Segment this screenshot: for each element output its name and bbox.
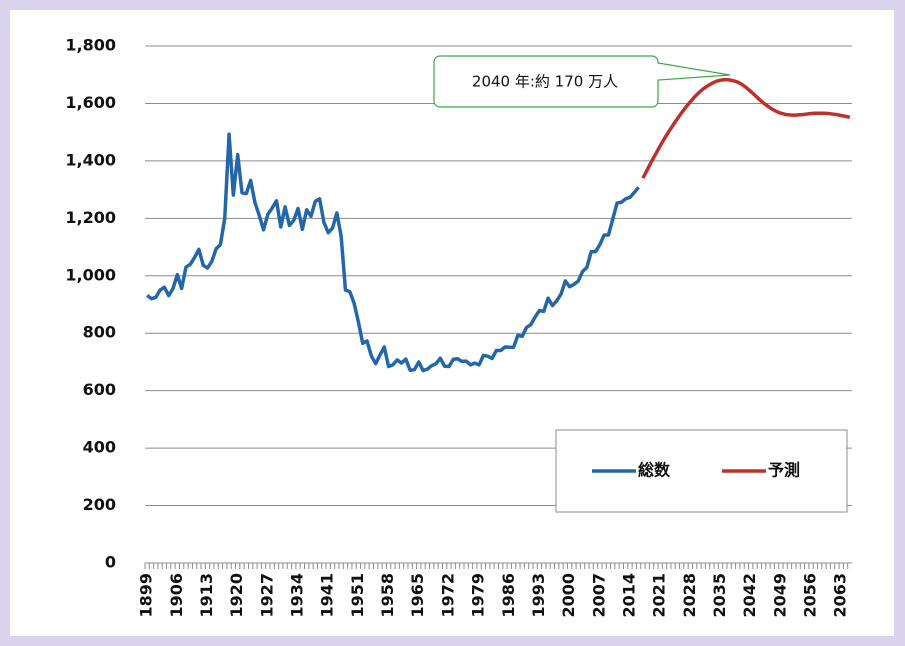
x-tick-label: 1951 [348,573,367,618]
y-tick-label: 1,600 [65,93,116,112]
x-tick-label: 1965 [408,573,427,618]
x-tick-label: 2063 [831,573,850,618]
x-tick-label: 1899 [137,573,156,618]
x-tick-label: 1972 [438,573,457,618]
x-tick-label: 1993 [529,573,548,618]
x-tick-label: 1920 [227,573,246,618]
legend-label: 総数 [638,461,671,480]
y-tick-label: 400 [83,438,116,457]
y-tick-label: 0 [105,553,116,572]
x-tick-label: 1979 [469,573,488,618]
x-tick-label: 2028 [680,573,699,618]
x-tick-label: 2014 [619,573,638,618]
panel [10,10,894,636]
x-tick-label: 1941 [318,573,337,618]
x-tick-label: 1986 [499,573,518,618]
x-tick-label: 1906 [167,573,186,618]
x-tick-label: 2007 [589,573,608,618]
annotation: 2040 年:約 170 万人 [472,73,618,91]
y-tick-label: 1,200 [65,208,116,227]
x-tick-label: 1958 [378,573,397,618]
x-tick-label: 2042 [740,573,759,618]
x-tick-label: 2000 [559,573,578,618]
x-tick-label: 2056 [801,573,820,618]
y-tick-label: 200 [83,495,116,514]
y-tick-label: 1,400 [65,150,116,169]
y-tick-label: 800 [83,323,116,342]
x-tick-label: 2021 [650,573,669,618]
x-tick-label: 1934 [288,573,307,618]
callout [433,55,731,108]
x-tick-label: 2035 [710,573,729,618]
y-tick-label: 1,000 [65,265,116,284]
data-line [641,77,851,179]
y-tick-label: 1,800 [65,36,116,55]
x-tick-label: 1927 [257,573,276,618]
legend-label: 予測 [768,461,800,480]
y-tick-label: 600 [83,380,116,399]
x-tick-label: 1913 [197,573,216,618]
x-tick-label: 2049 [770,573,789,618]
data-line [146,132,640,373]
